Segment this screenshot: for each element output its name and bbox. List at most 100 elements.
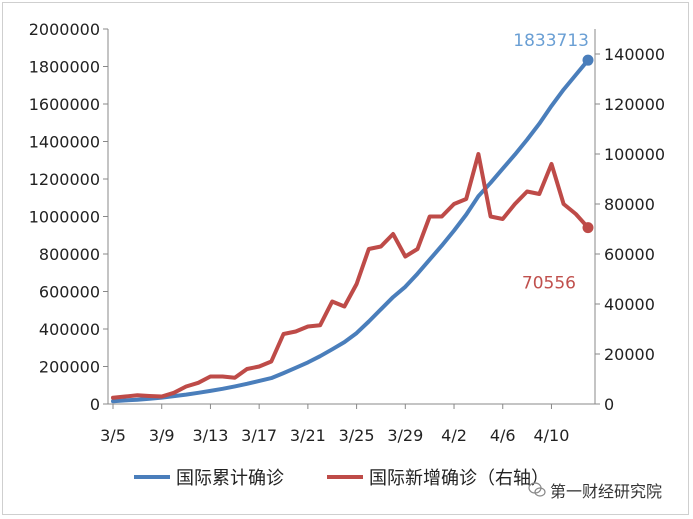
data-point-cumulative xyxy=(270,376,273,380)
right-axis: 0 20000 40000 60000 80000 100000 120000 140000 xyxy=(594,29,665,414)
series-line-new xyxy=(111,152,590,400)
right-tick-label: 100000 xyxy=(604,145,665,164)
data-point-new xyxy=(513,202,517,206)
data-point-cumulative xyxy=(513,153,517,156)
data-point-new xyxy=(525,190,529,193)
data-point-cumulative xyxy=(452,229,456,232)
data-point-new xyxy=(184,385,188,388)
data-point-new xyxy=(172,391,176,394)
data-point-new xyxy=(306,325,310,328)
left-tick-label: 1200000 xyxy=(29,170,100,189)
data-point-cumulative xyxy=(367,320,370,323)
watermark-text: 第一财经研究院 xyxy=(550,482,663,501)
right-tick-label: 0 xyxy=(604,395,614,414)
right-tick-label: 60000 xyxy=(604,245,655,264)
left-tick-label: 200000 xyxy=(39,358,100,377)
data-point-new xyxy=(343,305,346,308)
legend-item-new: 国际新增确诊（右轴） xyxy=(327,459,549,495)
data-point-cumulative xyxy=(489,181,492,184)
data-point-cumulative xyxy=(306,361,310,364)
data-point-cumulative xyxy=(318,354,322,358)
data-point-new xyxy=(574,212,578,216)
left-tick-label: 1800000 xyxy=(29,58,100,77)
legend-swatch-cumulative xyxy=(134,475,170,479)
watermark: 第一财经研究院 xyxy=(528,478,662,502)
data-point-cumulative xyxy=(404,285,407,289)
legend-label-new: 国际新增确诊（右轴） xyxy=(369,468,549,489)
x-tick-label: 3/9 xyxy=(149,426,175,445)
data-point-new xyxy=(294,330,297,333)
data-point-cumulative xyxy=(148,397,151,400)
x-tick-label: 3/21 xyxy=(290,426,326,445)
end-marker-new xyxy=(582,222,594,234)
data-point-cumulative xyxy=(465,213,468,216)
x-tick-label: 3/29 xyxy=(387,426,423,445)
data-point-new xyxy=(379,245,383,248)
data-point-cumulative xyxy=(172,394,176,398)
data-point-cumulative xyxy=(416,272,419,275)
right-tick-label: 120000 xyxy=(604,95,665,114)
x-tick-label: 3/17 xyxy=(241,426,277,445)
data-point-cumulative xyxy=(123,399,127,402)
data-point-cumulative xyxy=(562,88,565,91)
x-tick-label: 4/10 xyxy=(533,426,569,445)
x-tick-label: 3/13 xyxy=(192,426,228,445)
data-point-new xyxy=(404,255,407,258)
data-point-cumulative xyxy=(136,398,139,401)
x-tick-label: 4/6 xyxy=(490,426,516,445)
data-point-cumulative xyxy=(331,348,334,351)
data-point-cumulative xyxy=(477,195,480,198)
legend: 国际累计确诊 国际新增确诊（右轴） xyxy=(0,459,693,495)
data-point-new xyxy=(197,381,200,384)
data-point-new xyxy=(477,152,480,156)
data-point-cumulative xyxy=(501,167,504,170)
label-layer: 1833713 70556 xyxy=(513,31,589,293)
left-tick-label: 600000 xyxy=(39,283,100,302)
data-point-cumulative xyxy=(233,385,236,388)
data-point-new xyxy=(209,375,212,378)
left-tick-label: 400000 xyxy=(39,320,100,339)
legend-item-cumulative: 国际累计确诊 xyxy=(134,459,284,495)
x-tick-label: 4/2 xyxy=(441,426,467,445)
data-point-new xyxy=(257,365,261,368)
end-marker-cumulative xyxy=(582,54,594,66)
data-point-new xyxy=(318,324,322,327)
data-point-new xyxy=(270,360,273,363)
data-point-new xyxy=(562,202,565,206)
data-point-new xyxy=(148,394,151,398)
data-point-new xyxy=(465,197,468,201)
left-axis: 0 200000 400000 600000 800000 1000000 1200000 1… xyxy=(29,20,109,414)
data-point-cumulative xyxy=(428,258,431,261)
data-point-cumulative xyxy=(355,331,358,335)
series-line-cumulative xyxy=(111,58,590,404)
legend-swatch-new xyxy=(327,475,363,479)
right-tick-label: 20000 xyxy=(604,345,655,364)
data-point-cumulative xyxy=(111,399,115,403)
data-point-cumulative xyxy=(538,122,541,125)
data-point-new xyxy=(550,162,553,166)
left-tick-label: 0 xyxy=(90,395,100,414)
end-label-new: 70556 xyxy=(522,274,576,294)
data-point-new xyxy=(489,215,492,218)
data-point-new xyxy=(452,202,456,206)
data-point-new xyxy=(136,394,139,397)
data-point-cumulative xyxy=(245,382,249,385)
left-tick-label: 1000000 xyxy=(29,208,100,227)
data-point-cumulative xyxy=(209,389,212,393)
data-point-cumulative xyxy=(379,308,383,311)
x-tick-label: 3/25 xyxy=(339,426,375,445)
data-point-new xyxy=(428,215,431,218)
left-tick-label: 1600000 xyxy=(29,95,100,114)
data-point-new xyxy=(233,376,236,379)
data-point-new xyxy=(440,215,444,218)
data-point-new xyxy=(245,367,249,371)
data-point-new xyxy=(355,282,358,286)
x-axis: 3/5 3/9 3/13 3/17 3/21 3/25 3/29 4/2 4/6 4/10 xyxy=(100,403,595,445)
right-tick-label: 40000 xyxy=(604,295,655,314)
data-point-cumulative xyxy=(282,371,285,375)
data-point-new xyxy=(538,192,541,196)
data-point-new xyxy=(123,395,127,398)
left-tick-label: 1400000 xyxy=(29,133,100,152)
right-tick-label: 140000 xyxy=(604,45,665,64)
